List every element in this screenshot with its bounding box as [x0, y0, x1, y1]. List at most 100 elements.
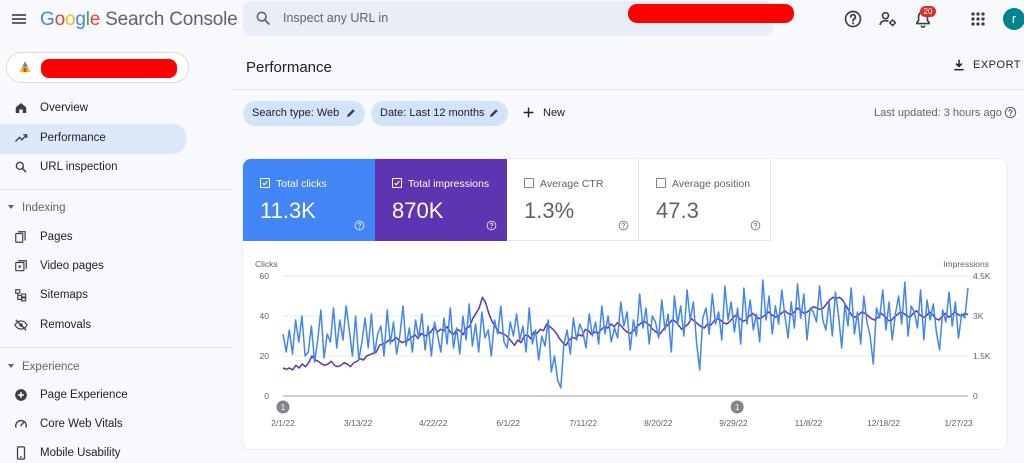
checkbox-checked-icon[interactable] [392, 178, 402, 188]
product-name: Search Console [105, 9, 238, 30]
metric-label: Average CTR [540, 178, 604, 190]
logo-letter: g [75, 9, 86, 30]
logo-letter: G [40, 9, 55, 30]
speed-icon [15, 419, 27, 428]
metric-label: Total impressions [408, 178, 490, 190]
sidebar-item-label: Overview [40, 102, 88, 114]
help-icon[interactable] [354, 220, 365, 231]
section-header-indexing[interactable]: Indexing [8, 202, 65, 214]
mobile-icon [16, 446, 26, 460]
sidebar-item-label: Video pages [40, 260, 104, 272]
help-icon[interactable] [843, 9, 863, 29]
main-menu-icon[interactable] [10, 9, 30, 29]
search-icon [15, 161, 27, 173]
property-favicon-icon [19, 61, 31, 72]
right-axis-label: Impressions [943, 259, 989, 269]
removals-icon [14, 319, 28, 331]
sidebar-item-sitemaps[interactable]: Sitemaps [0, 281, 187, 311]
y-tick-label-right: 3K [973, 311, 984, 321]
help-icon[interactable] [486, 220, 497, 231]
metric-total-clicks[interactable]: Total clicks 11.3K [243, 159, 375, 241]
metric-value: 11.3K [260, 198, 316, 223]
sidebar-item-overview[interactable]: Overview [0, 94, 187, 124]
help-icon[interactable] [618, 220, 629, 231]
filter-chip-date[interactable]: Date: Last 12 months [371, 101, 508, 126]
x-tick-label: 6/1/22 [496, 418, 520, 428]
x-tick-label: 3/13/22 [344, 418, 373, 428]
sidebar-item-video-pages[interactable]: Video pages [0, 252, 187, 282]
y-tick-label-right: 1.5K [973, 351, 991, 361]
sidebar-item-label: Removals [40, 319, 92, 331]
annotation-marker [276, 400, 290, 414]
notification-count-badge: 20 [920, 6, 936, 17]
chart-series [282, 279, 969, 389]
metric-value: 870K [392, 198, 444, 223]
edit-pencil-icon[interactable] [345, 107, 357, 119]
performance-card: Total clicks 11.3K Total impressions 870… [243, 159, 1007, 449]
annotation-label: 1 [281, 403, 286, 412]
page-experience-icon [15, 389, 27, 401]
download-icon [954, 59, 964, 71]
checkbox-unchecked-icon[interactable] [656, 178, 666, 188]
section-header-experience[interactable]: Experience [8, 361, 80, 373]
y-tick-label-left: 20 [260, 351, 270, 361]
x-tick-label: 9/29/22 [719, 418, 748, 428]
sidebar-item-pages[interactable]: Pages [0, 223, 187, 253]
edit-pencil-icon[interactable] [488, 107, 500, 119]
manage-users-icon[interactable] [878, 9, 898, 29]
home-icon [15, 103, 27, 113]
x-tick-label: 11/8/22 [795, 418, 823, 428]
page-title: Performance [246, 59, 332, 76]
logo-letter: o [54, 9, 66, 30]
annotation-label: 1 [735, 403, 740, 412]
metric-average-position[interactable]: Average position 47.3 [639, 159, 771, 241]
caret-down-icon [8, 364, 14, 368]
x-tick-label: 8/20/22 [644, 418, 673, 428]
help-icon[interactable] [750, 220, 761, 231]
header-divider [232, 89, 1024, 90]
sidebar-item-url-inspection[interactable]: URL inspection [0, 153, 187, 183]
property-selector[interactable] [6, 52, 189, 83]
sidebar-divider [0, 189, 232, 190]
sidebar-item-label: Page Experience [40, 389, 128, 401]
y-tick-label-right: 0 [973, 391, 978, 401]
sidebar-item-performance[interactable]: Performance [0, 124, 187, 154]
performance-chart: Clicks Impressions 0 0 20 1.5K 40 3K 60 4.5K 2/1… [255, 259, 991, 428]
apps-grid-icon[interactable] [968, 9, 988, 29]
last-updated-text: Last updated: 3 hours ago [874, 107, 1002, 119]
sidebar-item-label: URL inspection [40, 161, 118, 173]
metric-value: 1.3% [524, 198, 575, 223]
caret-down-icon [8, 205, 14, 209]
x-tick-label: 4/22/22 [419, 418, 448, 428]
sitemap-icon [15, 289, 27, 302]
x-tick-label: 12/18/22 [867, 418, 900, 428]
sidebar-item-label: Performance [40, 132, 106, 144]
metric-average-ctr[interactable]: Average CTR 1.3% [507, 159, 639, 241]
metric-label: Average position [672, 178, 751, 190]
y-tick-label-right: 4.5K [973, 271, 991, 281]
chart-axes: 0 0 20 1.5K 40 3K 60 4.5K 2/1/22 3/13/22 4/22/22 6/… [260, 271, 991, 428]
pages-icon [15, 231, 26, 243]
sidebar-item-label: Mobile Usability [40, 447, 121, 459]
y-tick-label-left: 60 [260, 271, 270, 281]
account-avatar[interactable]: r [1003, 8, 1024, 30]
search-console-logo[interactable]: Google Search Console [40, 9, 238, 31]
checkbox-checked-icon[interactable] [260, 178, 270, 188]
filter-chip-search-type[interactable]: Search type: Web [243, 101, 365, 126]
sidebar-item-label: Core Web Vitals [40, 418, 123, 430]
url-inspection-search[interactable] [243, 1, 794, 36]
sidebar-item-page-experience[interactable]: Page Experience [0, 381, 187, 411]
annotation-marker [730, 400, 744, 414]
sidebar-item-core-web-vitals[interactable]: Core Web Vitals [0, 410, 187, 440]
metric-total-impressions[interactable]: Total impressions 870K [375, 159, 507, 241]
sidebar-item-removals[interactable]: Removals [0, 311, 187, 341]
help-icon[interactable] [1004, 106, 1017, 119]
redacted-property-url [628, 4, 794, 23]
sidebar-item-mobile-usability[interactable]: Mobile Usability [0, 439, 187, 463]
y-tick-label-left: 40 [260, 311, 270, 321]
checkbox-unchecked-icon[interactable] [524, 178, 534, 188]
video-icon [15, 260, 27, 272]
series-line-clicks [282, 279, 969, 389]
